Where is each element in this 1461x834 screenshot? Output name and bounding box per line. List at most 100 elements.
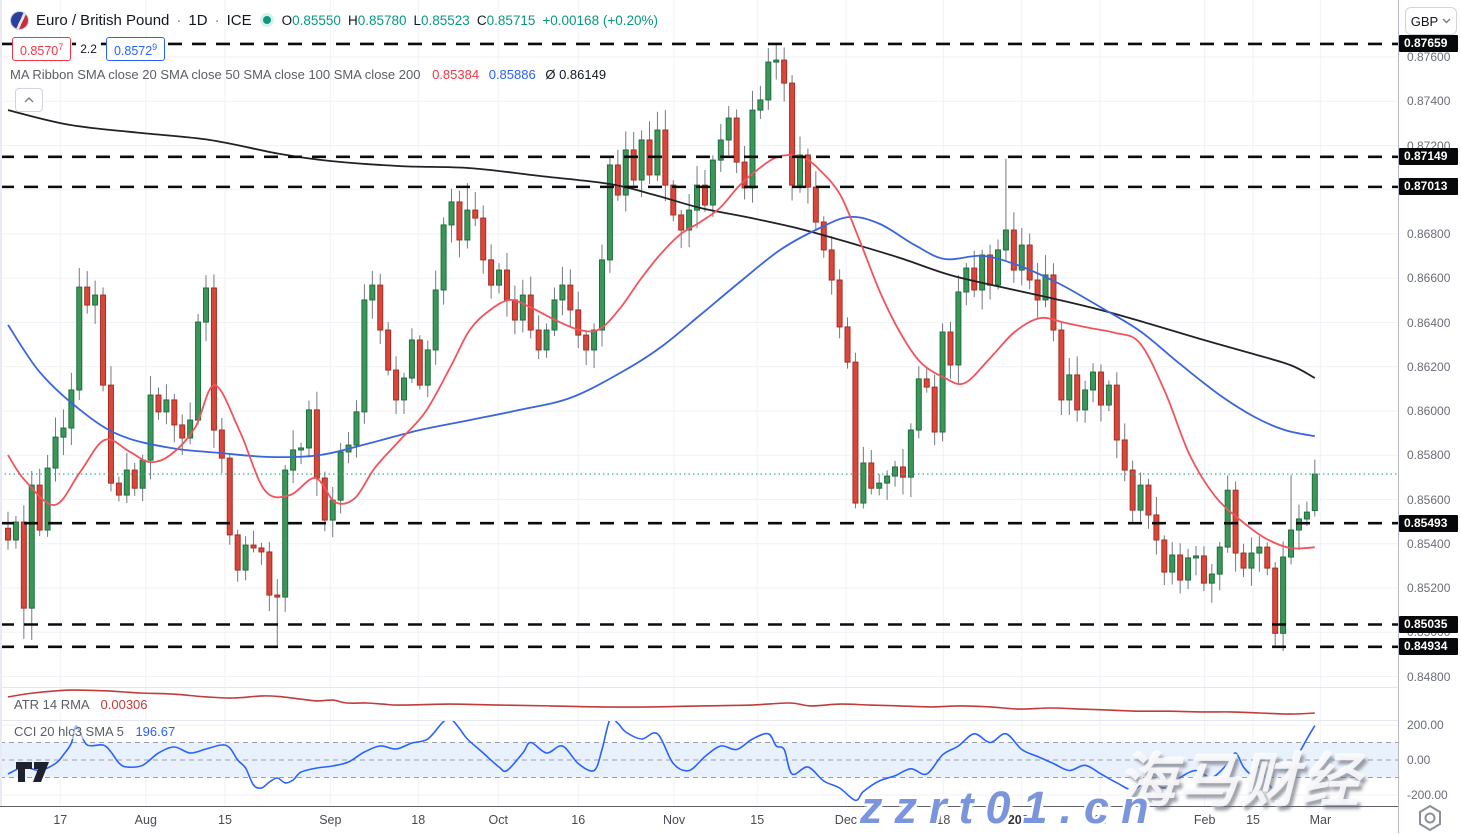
candle-down <box>1010 229 1017 271</box>
watermark-site-url: zzrt01.cn <box>860 782 1161 833</box>
candle-up <box>1082 389 1089 411</box>
candle-up <box>654 129 661 176</box>
candle-up <box>1248 552 1255 569</box>
price-axis[interactable]: GBP 0.876000.874000.872000.870000.868000… <box>1398 0 1461 806</box>
candle-up <box>1185 557 1192 581</box>
candle-down <box>1145 484 1152 516</box>
chevron-down-icon <box>1442 18 1451 24</box>
atr-label: ATR 14 RMA <box>14 697 89 712</box>
candle-up <box>1303 511 1310 520</box>
cci-value: 196.67 <box>135 724 176 739</box>
candle-down <box>844 326 851 363</box>
time-tick-label: 15 <box>1246 813 1260 827</box>
atr-indicator-legend[interactable]: ATR 14 RMA 0.00306 <box>14 697 148 712</box>
candle-down <box>987 254 994 286</box>
candle-up <box>353 411 360 446</box>
candle-down <box>472 209 479 219</box>
symbol-row[interactable]: Euro / British Pound · 1D · ICE O0.85550… <box>10 8 658 32</box>
candle-up <box>892 466 899 477</box>
symbol-title[interactable]: Euro / British Pound <box>36 11 170 29</box>
candle-up <box>725 117 732 141</box>
candle-up <box>282 469 289 598</box>
key-levels <box>0 42 1398 649</box>
candle-up <box>709 159 716 206</box>
price-tick-label: 0.86600 <box>1407 271 1451 286</box>
ma-line-sma-50 <box>7 216 1315 459</box>
candle-up <box>408 339 415 379</box>
candle-up <box>76 286 83 391</box>
candle-down <box>503 269 510 301</box>
market-status-dot[interactable] <box>262 16 271 24</box>
price-tick-label: 0.85600 <box>1407 492 1451 507</box>
spread-value: 2.2 <box>77 42 100 56</box>
time-axis[interactable]: 17 Aug 15 Sep 18 Oct 16 Nov 15 Dec 18 2024 15 Feb 15 Ma… <box>0 806 1461 834</box>
candle-down <box>416 339 423 386</box>
candle-up <box>290 449 297 471</box>
candle-down <box>456 201 463 241</box>
candle-down <box>1026 244 1033 281</box>
candle-down <box>131 469 138 489</box>
candle-down <box>931 386 938 433</box>
candle-up <box>440 224 447 291</box>
title-separator: · <box>176 11 182 29</box>
candle-up <box>915 378 922 431</box>
sma-average-value: Ø 0.86149 <box>545 67 607 82</box>
candle-up <box>187 419 194 439</box>
candle-up <box>757 99 764 111</box>
time-tick-label: Sep <box>319 813 342 827</box>
price-tick-label: 0.86400 <box>1407 315 1451 330</box>
candle-down <box>210 287 217 431</box>
candle-down <box>1034 279 1041 301</box>
candle-down <box>480 217 487 261</box>
candle-up <box>1066 374 1073 401</box>
currency-toggle-button[interactable]: GBP <box>1405 7 1457 35</box>
price-tick-label: 0.87600 <box>1407 50 1451 64</box>
candle-up <box>995 249 1001 286</box>
cci-tick-label: 200.00 <box>1407 718 1444 732</box>
candle-down <box>179 424 186 439</box>
candle-up <box>123 469 130 496</box>
candle-down <box>1153 514 1160 541</box>
candle-up <box>606 164 613 261</box>
candle-down <box>741 161 748 189</box>
candle-up <box>622 149 629 196</box>
level-price-label: 0.87149 <box>1399 148 1458 166</box>
watermark-cjk: 海马财经 <box>1118 749 1363 814</box>
collapse-legend-button[interactable] <box>15 88 43 112</box>
tradingview-logo[interactable] <box>16 762 54 788</box>
price-tick-label: 0.85400 <box>1407 536 1451 551</box>
time-tick-label: 2024 <box>1007 813 1036 827</box>
candle-up <box>773 59 780 63</box>
candle-down <box>583 334 590 351</box>
sma50-value: 0.85886 <box>488 67 536 82</box>
candle-up <box>163 399 170 413</box>
candle-down <box>1232 489 1239 554</box>
candle-down <box>899 466 906 478</box>
timeframe-label[interactable]: 1D <box>188 11 208 29</box>
candle-down <box>5 527 11 541</box>
candle-up <box>1169 554 1176 573</box>
ma-line-sma-200 <box>7 109 1316 379</box>
candle-up <box>686 209 693 231</box>
candle-up <box>1090 371 1097 391</box>
candle-down <box>171 399 178 426</box>
candle-up <box>1105 384 1112 406</box>
candle-down <box>733 117 740 163</box>
candle-down <box>511 299 518 321</box>
candle-up <box>717 139 724 161</box>
candle-up <box>242 544 249 571</box>
cci-band <box>0 742 1398 778</box>
price-tags-row: 0.85707 2.2 0.85729 <box>12 36 658 62</box>
candle-down <box>923 378 930 388</box>
ma-ribbon-legend[interactable]: MA Ribbon SMA close 20 SMA close 50 SMA … <box>10 67 658 82</box>
candle-down <box>868 462 875 489</box>
cci-line <box>7 721 1316 802</box>
candle-up <box>369 284 376 301</box>
cci-indicator-legend[interactable]: CCI 20 hlc3 SMA 5 196.67 <box>14 724 176 739</box>
candle-up <box>12 521 19 541</box>
candle-up <box>298 447 305 451</box>
candle-up <box>860 462 867 504</box>
candle-up <box>92 294 99 306</box>
level-price-label: 0.85035 <box>1399 616 1458 633</box>
